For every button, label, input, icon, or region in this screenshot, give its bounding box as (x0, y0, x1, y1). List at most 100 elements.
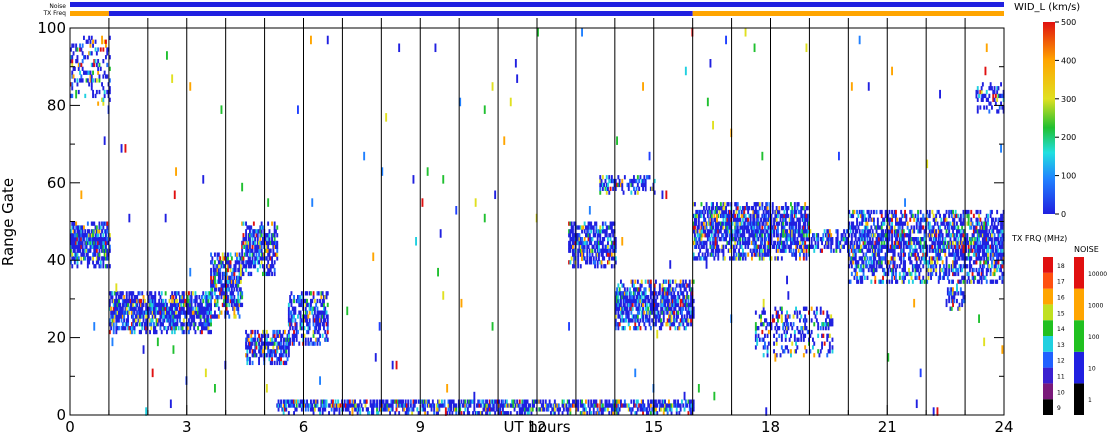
scatter-pixel-778 (204, 310, 207, 315)
scatter-pixel-1906 (413, 403, 416, 408)
scatter-pixel-647 (180, 306, 183, 311)
scatter-pixel-3578 (743, 252, 746, 257)
scatter-pixel-2301 (640, 407, 643, 412)
scatter-pixel-3013 (673, 310, 676, 315)
scatter-pixel-864 (215, 271, 218, 277)
scatter-pixel-2709 (622, 302, 625, 308)
scatter-pixel-2175 (566, 399, 569, 404)
scatter-pixel-4119 (843, 229, 845, 234)
scatter-pixel-4760 (927, 221, 930, 226)
scatter-pixel-524 (158, 298, 161, 304)
scatter-pixel-2637 (612, 233, 615, 238)
scatter-pixel-2600 (605, 248, 608, 253)
scatter-pixel-3983 (800, 233, 803, 238)
scatter-pixel-3936 (793, 237, 796, 242)
scatter-pixel-2697 (621, 326, 624, 331)
scatter-pixel-2402 (568, 229, 570, 234)
scatter-pixel-4317 (871, 264, 874, 269)
scatter-pixel-4485 (891, 225, 893, 230)
scatter-pixel-1280 (246, 345, 249, 350)
scatter-pixel-3033 (677, 326, 679, 331)
scatter-pixel-1055 (241, 267, 244, 273)
scatter-pixel-449 (145, 329, 148, 335)
scatter-pixel-995 (233, 287, 236, 292)
scatter-pixel-3704 (760, 240, 762, 246)
scatter-pixel-1747 (324, 407, 327, 412)
scatter-pixel-2893 (653, 302, 656, 308)
scatter-pixel-3305 (705, 256, 708, 261)
scatter-pixel-1799 (354, 403, 356, 408)
scatter-pixel-1129 (252, 260, 255, 265)
scatter-pixel-351 (125, 291, 128, 296)
scatter-pixel-1500 (297, 329, 299, 335)
scatter-pixel-2193 (577, 399, 580, 404)
scatter-pixel-4430 (884, 209, 887, 215)
scatter-pixel-4757 (927, 260, 930, 265)
scatter-pixel-1357 (267, 345, 270, 350)
scatter-pixel-511 (155, 322, 158, 327)
scatter-pixel-4695 (918, 229, 921, 234)
scatter-pixel-263 (111, 314, 114, 319)
scatter-pixel-2144 (547, 403, 550, 408)
scatter-pixel-2734 (626, 295, 629, 300)
scatter-pixel-488 (151, 306, 154, 311)
scatter-pixel-3068 (682, 291, 685, 296)
scatter-pixel-2940 (662, 318, 665, 323)
scatter-pixel-4932 (950, 267, 953, 273)
scatter-pixel-2162 (557, 403, 560, 408)
scatter-pixel-1787 (347, 399, 350, 404)
scatter-pixel-1777 (342, 403, 345, 408)
scatter-pixel-2341 (660, 403, 663, 408)
scatter-pixel-256 (110, 314, 113, 319)
scatter-pixel-1629 (321, 333, 324, 338)
scatter-pixel-688 (188, 318, 190, 323)
scatter-pixel-439 (142, 318, 145, 323)
scatter-pixel-3476 (729, 229, 731, 234)
scatter-pixel-1806 (358, 407, 360, 412)
scatter-pixel-947 (227, 287, 229, 292)
scatter-pixel-2284 (629, 407, 631, 412)
scatter-pixel-3076 (683, 295, 686, 300)
scatter-pixel-2066 (503, 411, 506, 416)
scatter-pixel-1495 (295, 333, 298, 338)
scatter-pixel-2804 (638, 302, 641, 308)
scatter-pixel-2792 (636, 318, 639, 323)
scatter-pixel-503 (154, 314, 157, 319)
scatter-pixel-909 (221, 275, 224, 280)
scatter-pixel-78 (80, 225, 83, 230)
scatter-pixel-2017 (481, 411, 484, 416)
scatter-pixel-1308 (254, 349, 257, 354)
scatter-pixel-3769 (767, 213, 770, 219)
scatter-pixel-3342 (710, 233, 713, 238)
scatter-pixel-789 (206, 306, 209, 311)
scatter-pixel-4925 (949, 244, 952, 249)
scatter-pixel-4844 (939, 275, 941, 280)
scatter-pixel-710 (190, 291, 193, 296)
scatter-pixel-3954 (796, 244, 799, 249)
scatter-pixel-2584 (601, 237, 604, 242)
scatter-pixel-4908 (946, 225, 949, 230)
scatter-pixel-4596 (904, 233, 906, 238)
scatter-pixel-4545 (898, 244, 901, 249)
scatter-pixel-1623 (320, 318, 323, 323)
scatter-pixel-1421 (282, 353, 285, 358)
scatter-pixel-1106 (249, 248, 251, 253)
scatter-pixel-4291 (867, 240, 870, 246)
scatter-pixel-2173 (566, 411, 569, 416)
scatter-pixel-2345 (662, 407, 665, 412)
scatter-pixel-1061 (241, 240, 244, 246)
scatter-pixel-1137 (254, 256, 257, 261)
scatter-pixel-4016 (804, 213, 807, 219)
scatter-pixel-3785 (770, 233, 773, 238)
scatter-pixel-3679 (756, 213, 759, 219)
scatter-pixel-1001 (234, 302, 237, 308)
scatter-pixel-1802 (355, 403, 358, 408)
scatter-pixel-585 (169, 302, 172, 308)
scatter-pixel-745 (198, 295, 201, 300)
scatter-pixel-474 (149, 298, 151, 304)
scatter-pixel-4934 (950, 252, 953, 257)
scatter-pixel-2807 (638, 291, 641, 296)
scatter-pixel-1690 (290, 403, 293, 408)
scatter-pixel-3202 (642, 182, 644, 188)
scatter-pixel-1074 (243, 244, 246, 249)
